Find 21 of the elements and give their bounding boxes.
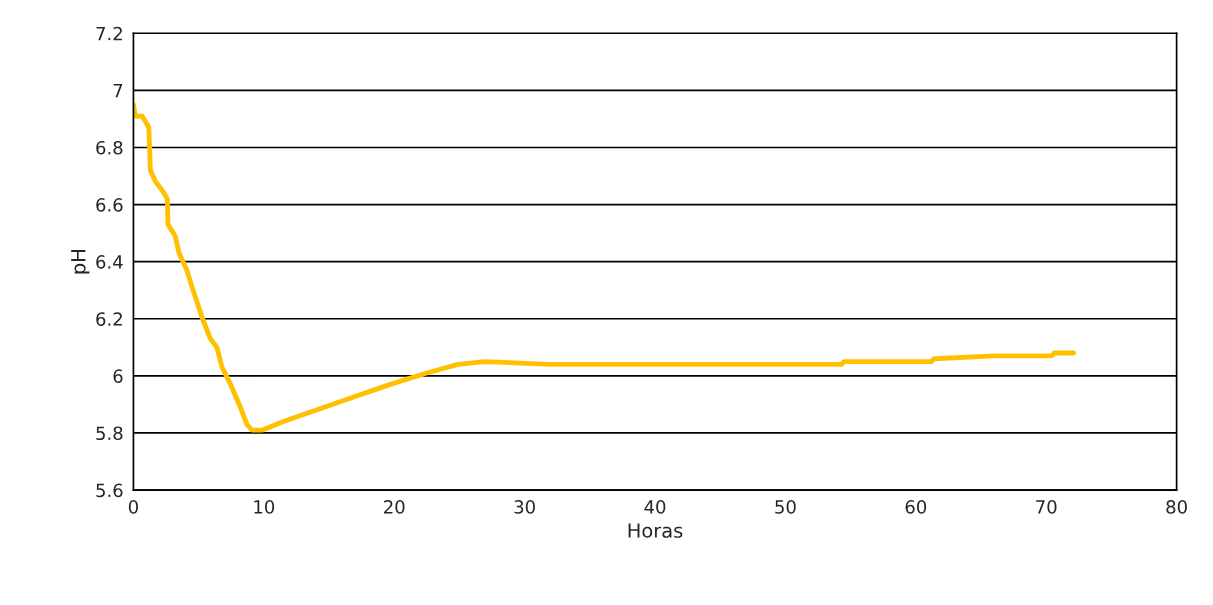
x-tick-label: 80: [1166, 500, 1187, 514]
y-tick-label: 7: [113, 84, 123, 98]
y-tick-label: 5.6: [96, 483, 123, 498]
y-tick-label: 7.2: [96, 26, 122, 41]
y-tick-label: 5.8: [96, 426, 123, 441]
x-tick-label: 0: [128, 500, 138, 514]
x-tick-label: 40: [644, 500, 666, 514]
y-tick-label: 6.6: [96, 198, 123, 212]
x-tick-label: 10: [254, 500, 275, 514]
x-tick-label: 60: [905, 500, 927, 514]
x-tick-label: 20: [384, 500, 405, 514]
y-tick-label: 6.2: [96, 312, 122, 326]
x-tick-label: 50: [775, 500, 796, 514]
line-series: [133, 102, 1077, 433]
x-axis-title: Horas: [628, 523, 683, 538]
x-tick-label: 30: [514, 500, 535, 514]
y-axis-title: pH: [71, 250, 90, 274]
x-tick-label: 70: [1036, 500, 1057, 514]
y-tick-label: 6.4: [96, 255, 123, 269]
y-tick-label: 6.8: [96, 140, 123, 155]
y-tick-label: 6: [113, 369, 123, 383]
